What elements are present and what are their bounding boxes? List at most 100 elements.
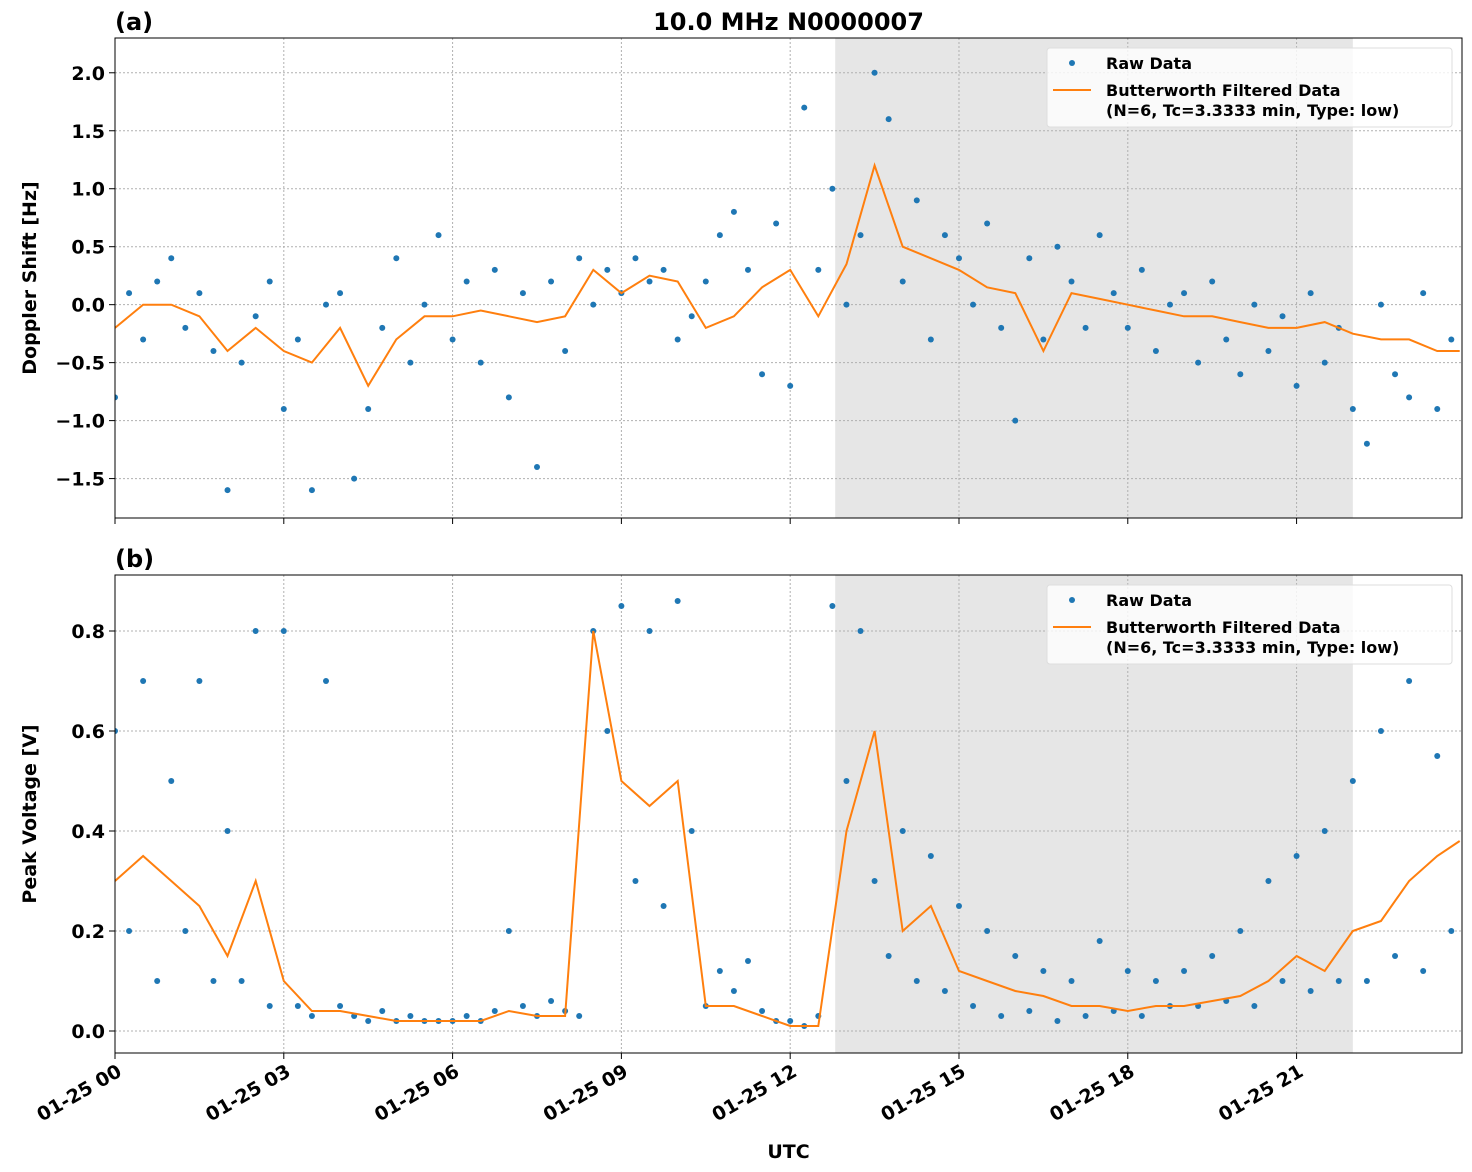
raw-point (1448, 336, 1455, 343)
raw-point (674, 336, 681, 343)
y-tick-label: −1.5 (55, 469, 105, 491)
raw-point (927, 336, 934, 343)
raw-point (674, 598, 681, 604)
y-tick-label: 0.2 (71, 921, 105, 943)
raw-point (548, 278, 555, 285)
raw-point (1124, 968, 1131, 974)
raw-point (1363, 978, 1370, 984)
raw-point (913, 978, 920, 984)
raw-point (252, 313, 259, 320)
raw-point (379, 1008, 386, 1014)
raw-point (182, 928, 189, 934)
raw-point (477, 359, 484, 366)
panel-label: (a) (115, 8, 153, 36)
raw-point (1363, 440, 1370, 447)
raw-point (505, 928, 512, 934)
plot-area (115, 598, 1461, 1029)
legend-line-text: (N=6, Tc=3.3333 min, Type: low) (1106, 101, 1399, 120)
raw-point (308, 487, 315, 494)
raw-point (1082, 1013, 1089, 1019)
raw-point (787, 382, 794, 389)
raw-point (308, 1013, 315, 1019)
raw-point (1307, 988, 1314, 994)
raw-point (1392, 371, 1399, 378)
raw-point (759, 371, 766, 378)
raw-point (1026, 1008, 1033, 1014)
raw-point (955, 255, 962, 262)
raw-point (604, 266, 611, 273)
legend-marker (1069, 60, 1075, 66)
legend-label: Butterworth Filtered Data (N=6, Tc=3.3333… (1106, 618, 1399, 657)
raw-point (238, 978, 245, 984)
raw-point (829, 185, 836, 192)
raw-point (505, 394, 512, 401)
raw-point (984, 220, 991, 227)
y-tick-label: −1.0 (55, 411, 105, 433)
raw-point (491, 1008, 498, 1014)
raw-point (393, 255, 400, 262)
raw-point (660, 266, 667, 273)
raw-point (1209, 953, 1216, 959)
raw-point (154, 278, 161, 285)
raw-point (126, 290, 133, 297)
raw-point (913, 197, 920, 204)
raw-point (337, 290, 344, 297)
raw-point (857, 628, 864, 634)
legend-label: Raw Data (1106, 591, 1192, 610)
raw-point (885, 953, 892, 959)
raw-point (1124, 324, 1131, 331)
legend-label: Butterworth Filtered Data (N=6, Tc=3.3333… (1106, 81, 1399, 120)
raw-point (1138, 266, 1145, 273)
x-tick-label: 01-25 09 (540, 1060, 632, 1126)
y-tick-label: 0.6 (71, 721, 105, 743)
raw-point (730, 988, 737, 994)
raw-point (1026, 255, 1033, 262)
y-tick-label: 2.0 (71, 63, 105, 85)
raw-point (1279, 313, 1286, 320)
raw-point (126, 928, 133, 934)
raw-point (294, 1003, 301, 1009)
raw-point (562, 348, 569, 355)
raw-point (1265, 878, 1272, 884)
raw-point (688, 313, 695, 320)
raw-point (238, 359, 245, 366)
raw-point (196, 290, 203, 297)
raw-point (716, 232, 723, 239)
legend-marker (1069, 597, 1075, 603)
raw-point (266, 1003, 273, 1009)
raw-point (1307, 290, 1314, 297)
raw-point (1138, 1013, 1145, 1019)
legend-box (1046, 584, 1453, 665)
raw-point (899, 278, 906, 285)
x-tick-label: 01-25 00 (33, 1060, 125, 1126)
raw-point (702, 278, 709, 285)
y-axis-label: Doppler Shift [Hz] (19, 181, 41, 374)
raw-point (140, 678, 147, 684)
legend: Raw Data Butterworth Filtered Data (N=6, T… (1046, 584, 1453, 665)
y-tick-label: 0.0 (71, 295, 105, 317)
raw-point (1237, 928, 1244, 934)
raw-point (716, 968, 723, 974)
raw-point (941, 232, 948, 239)
raw-point (787, 1018, 794, 1024)
raw-point (365, 406, 372, 413)
raw-point (548, 998, 555, 1004)
raw-point (322, 301, 329, 308)
raw-point (519, 1003, 526, 1009)
raw-point (449, 336, 456, 343)
raw-point (115, 728, 118, 734)
raw-point (744, 266, 751, 273)
raw-point (843, 778, 850, 784)
raw-point (1349, 406, 1356, 413)
raw-point (1237, 371, 1244, 378)
raw-point (1181, 968, 1188, 974)
raw-point (1096, 938, 1103, 944)
raw-point (1265, 348, 1272, 355)
panel-label: (b) (115, 545, 154, 573)
raw-point (927, 853, 934, 859)
raw-point (1068, 978, 1075, 984)
raw-point (1251, 301, 1258, 308)
raw-point (421, 301, 428, 308)
raw-point (1251, 1003, 1258, 1009)
raw-point (1223, 336, 1230, 343)
